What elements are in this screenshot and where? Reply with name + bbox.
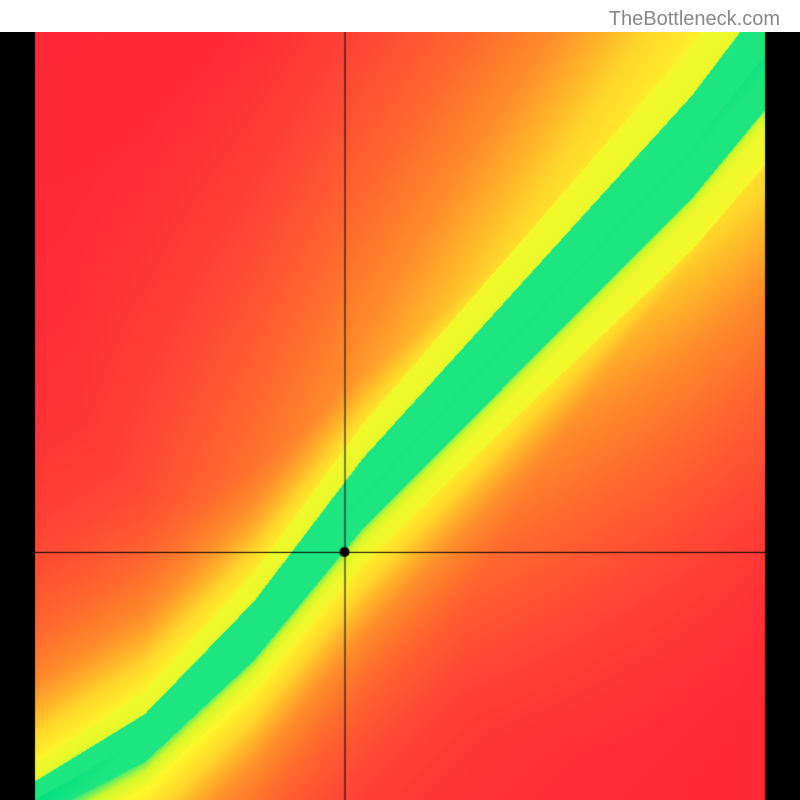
heatmap-canvas: [0, 32, 800, 800]
chart-container: TheBottleneck.com: [0, 0, 800, 800]
watermark-text: TheBottleneck.com: [609, 8, 780, 31]
plot-area: [0, 32, 800, 800]
